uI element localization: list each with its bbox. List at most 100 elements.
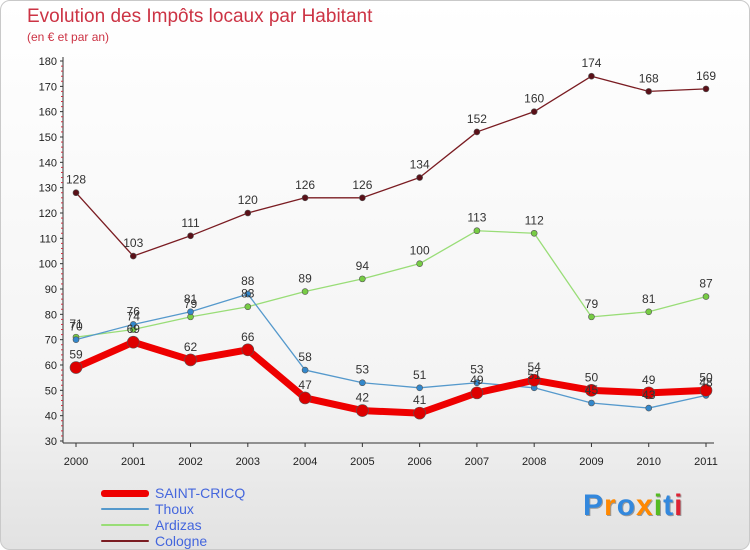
data-label-thoux: 43 [642, 388, 656, 402]
legend-swatch [101, 540, 149, 542]
chart-title: Evolution des Impôts locaux par Habitant [27, 6, 373, 27]
data-label-thoux: 51 [413, 368, 427, 382]
x-tick-label: 2006 [407, 456, 431, 468]
data-point-saint-cricq [470, 386, 484, 400]
x-tick-label: 2011 [694, 456, 718, 468]
data-label-ardizas: 79 [184, 297, 198, 311]
legend-item-cologne: Cologne [101, 533, 321, 549]
series-line-thoux [75, 293, 707, 409]
data-label-thoux: 45 [585, 383, 599, 397]
x-tick-label: 2008 [522, 456, 546, 468]
x-tick-label: 2009 [579, 456, 603, 468]
legend-swatch [101, 489, 149, 497]
data-point-saint-cricq [126, 335, 140, 349]
data-point-cologne [645, 88, 653, 95]
data-label-ardizas: 71 [69, 317, 83, 331]
data-point-thoux [588, 399, 595, 407]
series-layer [69, 72, 713, 420]
data-label-saint-cricq: 54 [528, 360, 542, 374]
proxiti-logo: Proxiti [583, 489, 683, 523]
data-point-cologne [530, 108, 538, 115]
data-label-cologne: 160 [524, 92, 544, 106]
x-tick-label: 2001 [121, 456, 145, 468]
data-point-ardizas [530, 229, 538, 237]
legend-swatch [101, 524, 149, 526]
data-point-thoux [129, 321, 137, 328]
y-tick-label: 90 [45, 284, 57, 296]
data-label-saint-cricq: 47 [298, 378, 312, 392]
data-label-cologne: 126 [352, 178, 372, 192]
data-point-ardizas [359, 275, 366, 283]
series-saint-cricq [69, 335, 713, 420]
data-point-saint-cricq [413, 406, 426, 420]
y-tick-label: 180 [39, 56, 57, 68]
y-tick-label: 50 [45, 385, 57, 397]
data-point-thoux [359, 379, 366, 387]
logo-letter: t [663, 489, 675, 522]
data-point-thoux [72, 336, 80, 343]
data-label-saint-cricq: 41 [413, 393, 427, 407]
data-label-saint-cricq: 49 [642, 373, 656, 387]
legend-item-saint-cricq: SAINT-CRICQ [101, 485, 321, 501]
y-tick-label: 120 [39, 208, 57, 220]
data-point-thoux [473, 379, 481, 387]
data-label-ardizas: 113 [467, 211, 486, 225]
legend-label: Cologne [155, 533, 208, 549]
data-point-cologne [359, 194, 366, 202]
legend-item-thoux: Thoux [101, 501, 321, 517]
legend-label: SAINT-CRICQ [155, 485, 246, 501]
data-point-ardizas [702, 293, 710, 300]
data-label-ardizas: 100 [410, 244, 430, 258]
data-label-cologne: 174 [581, 56, 601, 70]
data-label-saint-cricq: 59 [69, 348, 83, 362]
axes: 30 40 50 60 70 80 90 100 110 120 130 140 150 160 170 18… [39, 56, 718, 468]
y-tick-label: 40 [45, 411, 57, 423]
y-tick-label: 70 [45, 335, 57, 347]
data-point-thoux [645, 404, 653, 412]
logo-letter: x [636, 489, 654, 522]
series-cologne [72, 72, 710, 260]
data-label-cologne: 111 [181, 216, 200, 230]
data-point-ardizas [645, 308, 653, 316]
data-label-thoux: 51 [528, 368, 542, 382]
data-label-thoux: 88 [241, 274, 255, 288]
data-point-saint-cricq [642, 386, 656, 400]
data-label-ardizas: 89 [298, 272, 312, 286]
data-label-thoux: 70 [69, 320, 83, 334]
data-point-saint-cricq [241, 343, 255, 357]
data-point-cologne [301, 194, 309, 202]
data-label-ardizas: 83 [241, 287, 255, 301]
data-point-ardizas [588, 313, 595, 321]
logo-letter: P [583, 489, 605, 522]
data-label-cologne: 152 [467, 112, 487, 126]
y-tick-label: 80 [45, 309, 57, 321]
data-point-cologne [244, 209, 252, 217]
legend-swatch [101, 508, 149, 510]
data-point-ardizas [473, 227, 481, 235]
data-point-cologne [187, 232, 194, 240]
y-tick-label: 150 [39, 132, 57, 144]
y-tick-label: 100 [39, 259, 57, 271]
data-label-cologne: 126 [295, 178, 315, 192]
logo-letter: r [604, 489, 617, 522]
data-label-saint-cricq: 69 [127, 322, 141, 336]
logo-letter: o [616, 489, 637, 522]
data-label-cologne: 103 [123, 236, 143, 250]
data-point-thoux [244, 290, 252, 298]
data-point-thoux [187, 308, 194, 316]
data-point-cologne [473, 128, 481, 136]
data-label-ardizas: 74 [127, 310, 141, 324]
data-label-cologne: 134 [410, 158, 430, 172]
data-label-ardizas: 81 [642, 292, 656, 306]
legend-label: Thoux [155, 501, 194, 517]
legend: SAINT-CRICQ Thoux Ardizas Cologne [101, 485, 321, 549]
legend-item-ardizas: Ardizas [101, 517, 321, 533]
data-label-saint-cricq: 62 [184, 340, 198, 354]
data-label-cologne: 169 [696, 69, 716, 83]
data-point-ardizas [416, 260, 423, 267]
x-tick-label: 2004 [293, 456, 317, 468]
series-line-cologne [75, 75, 707, 257]
series-line-ardizas [75, 230, 707, 338]
data-point-ardizas [301, 288, 309, 295]
